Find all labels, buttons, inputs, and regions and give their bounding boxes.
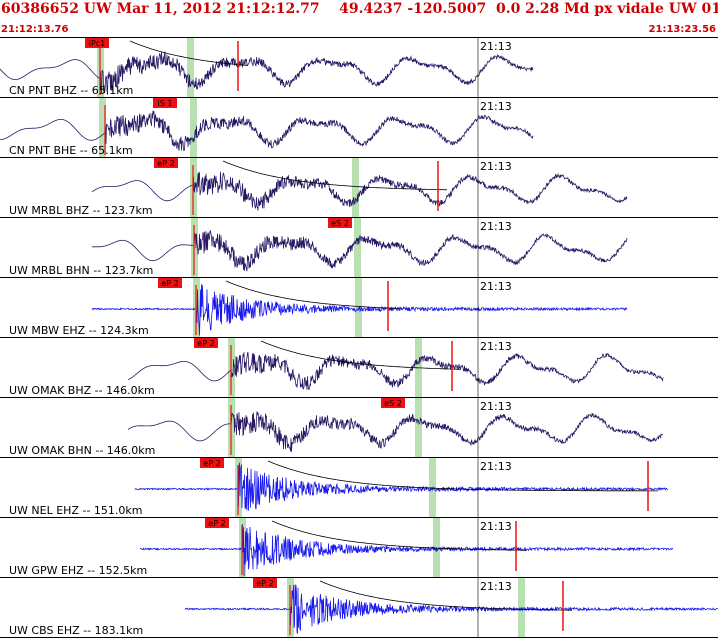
trace-panel: iPc1 21:13 CN PNT BHZ -- 65.1km <box>0 37 718 97</box>
seismic-trace <box>139 524 674 577</box>
station-label: UW NEL EHZ -- 151.0km <box>9 504 143 517</box>
time-mark: 21:13 <box>480 40 512 53</box>
seismic-trace <box>0 51 534 95</box>
time-mark: 21:13 <box>480 340 512 353</box>
pick-box <box>200 458 224 468</box>
station-label: UW MBW EHZ -- 124.3km <box>9 324 149 337</box>
seismic-trace <box>184 584 718 634</box>
seismic-trace <box>127 351 664 390</box>
trace-panels: iPc1 21:13 CN PNT BHZ -- 65.1km iS 1 21:13 CN… <box>0 37 718 638</box>
pick-label: iPc1 <box>89 39 106 48</box>
pick-label: eP 2 <box>256 579 273 588</box>
coda-window-band <box>429 458 436 517</box>
seismic-trace <box>134 462 669 511</box>
pick-box <box>381 398 405 408</box>
coda-curve <box>267 460 658 492</box>
pick-label: eP 2 <box>161 279 178 288</box>
coda-window-band <box>187 38 194 97</box>
pick-label: eP 2 <box>157 159 174 168</box>
trace-panel: iS 1 21:13 CN PNT BHE -- 65.1km <box>0 97 718 157</box>
trace-panel: eP 2 21:13 UW CBS EHZ -- 183.1km <box>0 577 718 637</box>
time-mark: 21:13 <box>480 100 512 113</box>
pick-window-band <box>99 98 106 157</box>
event-title: 60386652 UW Mar 11, 2012 21:12:12.77 49.… <box>1 1 718 17</box>
coda-curve <box>319 580 572 611</box>
pick-box <box>153 98 177 108</box>
station-label: UW CBS EHZ -- 183.1km <box>9 624 143 637</box>
station-label: UW MRBL BHN -- 123.7km <box>9 264 153 277</box>
pick-box <box>328 218 352 228</box>
pick-box <box>194 338 218 348</box>
seismic-trace <box>127 411 664 452</box>
coda-curve <box>271 520 526 551</box>
station-label: UW MRBL BHZ -- 123.7km <box>9 204 153 217</box>
start-time: 21:12:13.76 <box>1 24 69 35</box>
trace-panel: eP 2 21:13 UW MBW EHZ -- 124.3km <box>0 277 718 337</box>
trace-panel: eP 2 21:13 UW NEL EHZ -- 151.0km <box>0 457 718 517</box>
seismic-trace <box>91 171 628 211</box>
seismic-trace <box>91 230 628 272</box>
coda-window-band <box>415 398 422 457</box>
coda-window-band <box>433 518 440 577</box>
coda-curve <box>260 340 462 370</box>
station-label: UW GPW EHZ -- 152.5km <box>9 564 147 577</box>
pick-box <box>154 158 178 168</box>
seismic-trace <box>0 110 534 152</box>
pick-box <box>253 578 277 588</box>
pick-box <box>158 278 182 288</box>
time-mark: 21:13 <box>480 220 512 233</box>
time-mark: 21:13 <box>480 400 512 413</box>
trace-panel: eP 2 21:13 UW OMAK BHZ -- 146.0km <box>0 337 718 397</box>
pick-label: iS 1 <box>158 99 173 108</box>
station-label: CN PNT BHE -- 65.1km <box>9 144 133 157</box>
trace-panel: eP 2 21:13 UW GPW EHZ -- 152.5km <box>0 517 718 577</box>
time-mark: 21:13 <box>480 520 512 533</box>
time-mark: 21:13 <box>480 580 512 593</box>
end-time: 21:13:23.56 <box>648 24 716 35</box>
pick-box <box>85 38 109 48</box>
coda-curve <box>225 280 398 309</box>
pick-box <box>205 518 229 528</box>
event-header: 60386652 UW Mar 11, 2012 21:12:12.77 49.… <box>0 0 718 22</box>
pick-label: eP 2 <box>208 519 225 528</box>
trace-panel: eS 2 21:13 UW MRBL BHN -- 123.7km <box>0 217 718 277</box>
pick-label: eS 2 <box>384 399 402 408</box>
time-mark: 21:13 <box>480 280 512 293</box>
seismogram-plot: iPc1 21:13 CN PNT BHZ -- 65.1km iS 1 21:13 CN… <box>0 37 718 638</box>
coda-window-band <box>354 218 361 277</box>
coda-window-band <box>518 578 525 637</box>
coda-window-band <box>352 158 359 217</box>
time-mark: 21:13 <box>480 460 512 473</box>
trace-panel: eP 2 21:13 UW MRBL BHZ -- 123.7km <box>0 157 718 217</box>
station-label: CN PNT BHZ -- 65.1km <box>9 84 133 97</box>
coda-curve <box>129 40 249 66</box>
pick-label: eP 2 <box>203 459 220 468</box>
coda-curve <box>222 160 448 191</box>
coda-window-band <box>190 98 197 157</box>
station-label: UW OMAK BHN -- 146.0km <box>9 444 155 457</box>
station-label: UW OMAK BHZ -- 146.0km <box>9 384 155 397</box>
trace-panel: eS 2 21:13 UW OMAK BHN -- 146.0km <box>0 397 718 457</box>
pick-label: eS 2 <box>331 219 349 228</box>
pick-label: eP 2 <box>197 339 214 348</box>
time-mark: 21:13 <box>480 160 512 173</box>
